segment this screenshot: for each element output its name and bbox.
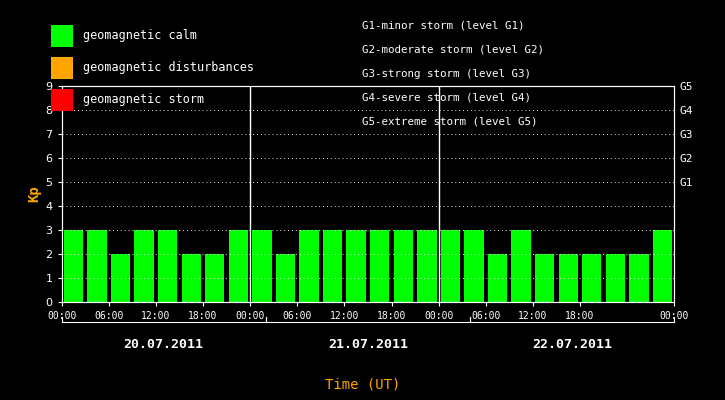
Bar	[347, 230, 366, 302]
Text: 22.07.2011: 22.07.2011	[532, 338, 612, 350]
Bar	[252, 230, 272, 302]
Bar	[464, 230, 484, 302]
Bar	[582, 254, 602, 302]
Bar	[64, 230, 83, 302]
Bar	[652, 230, 672, 302]
Bar	[134, 230, 154, 302]
Text: geomagnetic calm: geomagnetic calm	[83, 30, 197, 42]
Text: 21.07.2011: 21.07.2011	[328, 338, 408, 350]
Bar	[511, 230, 531, 302]
Bar	[441, 230, 460, 302]
Bar	[228, 230, 248, 302]
Text: G5-extreme storm (level G5): G5-extreme storm (level G5)	[362, 117, 538, 127]
Bar	[158, 230, 178, 302]
Bar	[299, 230, 319, 302]
Bar	[417, 230, 436, 302]
Text: geomagnetic disturbances: geomagnetic disturbances	[83, 62, 254, 74]
Text: G2-moderate storm (level G2): G2-moderate storm (level G2)	[362, 45, 544, 55]
Bar	[535, 254, 555, 302]
Text: geomagnetic storm: geomagnetic storm	[83, 94, 204, 106]
Bar	[558, 254, 578, 302]
Bar	[323, 230, 342, 302]
Text: G1-minor storm (level G1): G1-minor storm (level G1)	[362, 21, 525, 31]
Text: 20.07.2011: 20.07.2011	[124, 338, 204, 350]
Bar	[111, 254, 130, 302]
Text: G4-severe storm (level G4): G4-severe storm (level G4)	[362, 93, 531, 103]
Y-axis label: Kp: Kp	[28, 186, 41, 202]
Bar	[394, 230, 413, 302]
Text: Time (UT): Time (UT)	[325, 377, 400, 391]
Bar	[87, 230, 107, 302]
Bar	[370, 230, 389, 302]
Text: G3-strong storm (level G3): G3-strong storm (level G3)	[362, 69, 531, 79]
Bar	[605, 254, 625, 302]
Bar	[276, 254, 295, 302]
Bar	[181, 254, 201, 302]
Bar	[629, 254, 649, 302]
Bar	[205, 254, 225, 302]
Bar	[488, 254, 507, 302]
